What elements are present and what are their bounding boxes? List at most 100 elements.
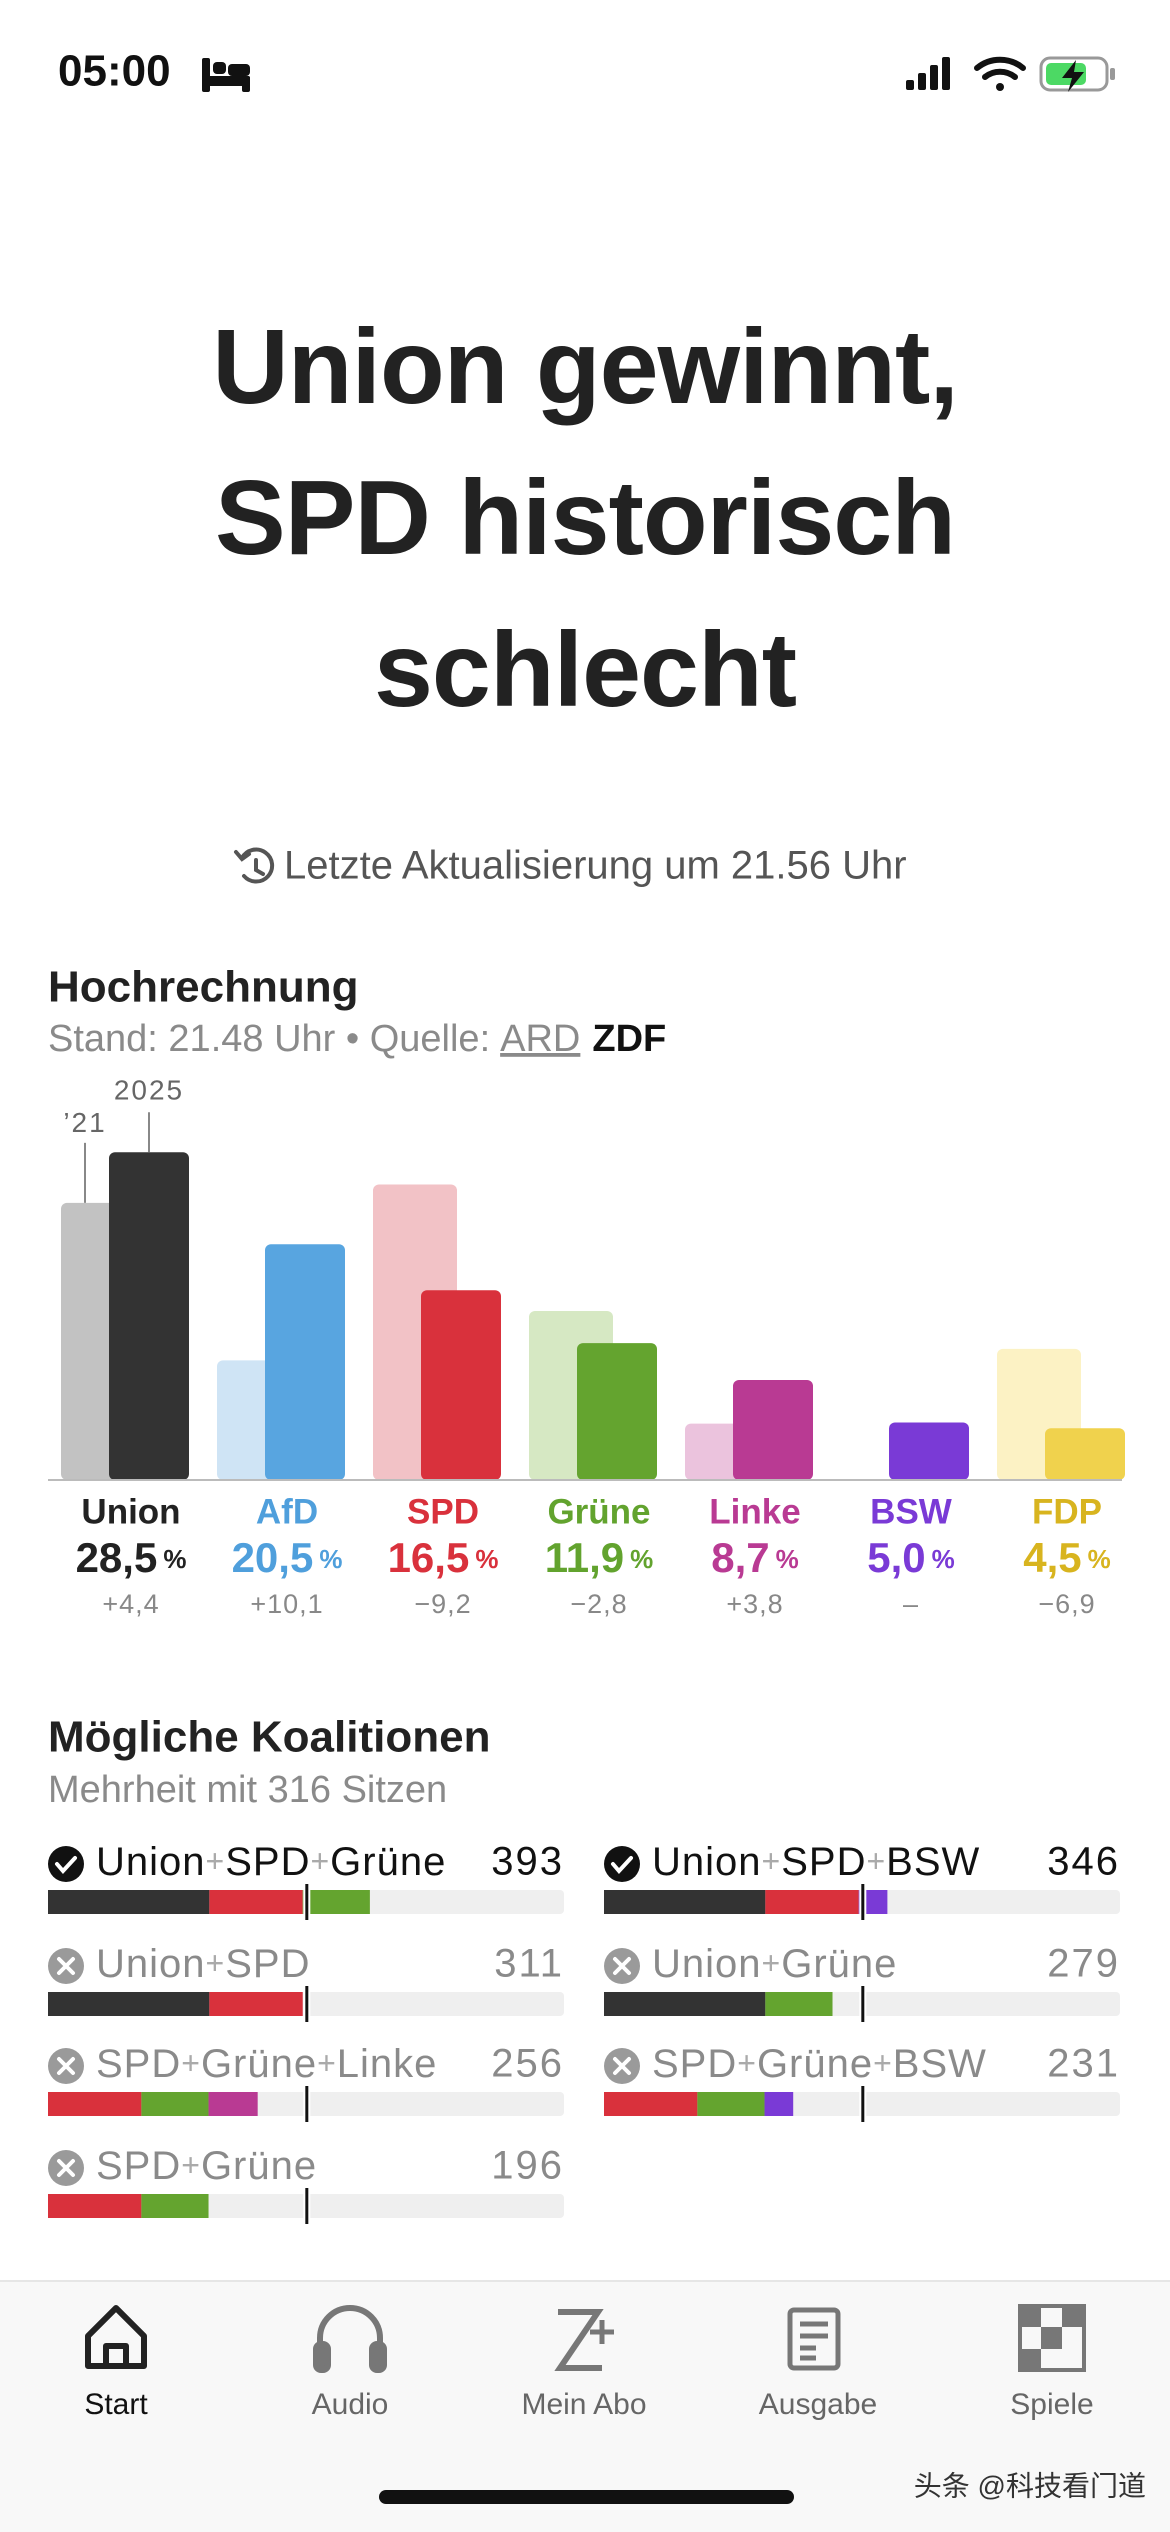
- value-label: 28,5: [76, 1534, 158, 1581]
- check-icon: [604, 1846, 640, 1882]
- separator: +: [206, 1843, 226, 1879]
- coalition-name: Union+SPD: [96, 1942, 310, 1986]
- tab-label[interactable]: Ausgabe: [759, 2388, 877, 2421]
- party-label: Linke: [709, 1492, 800, 1531]
- seat-segment: [604, 1992, 766, 2016]
- check-icon: [48, 1846, 84, 1882]
- series-label: 2025: [114, 1075, 184, 1106]
- seat-segment: [604, 2092, 698, 2116]
- icon-glyph: [57, 2057, 75, 2075]
- bar: [577, 1343, 657, 1480]
- separator: +: [181, 2045, 201, 2081]
- member: SPD: [225, 1840, 310, 1884]
- audio-icon: [313, 2305, 387, 2373]
- vote-share: 20,5%: [232, 1534, 343, 1581]
- cross-icon: [48, 2048, 84, 2084]
- games-icon: [1018, 2304, 1086, 2372]
- icon-glyph: [57, 1957, 75, 1975]
- separator: +: [181, 2147, 201, 2183]
- seat-segment: [48, 2092, 142, 2116]
- value-label: 20,5: [232, 1534, 314, 1581]
- party-label: BSW: [870, 1492, 952, 1531]
- icon-glyph: [613, 2057, 631, 2075]
- seat-segment: [48, 2194, 142, 2218]
- change-label: +10,1: [250, 1589, 323, 1619]
- member: Union: [652, 1942, 762, 1986]
- separator: +: [762, 1843, 782, 1879]
- coalition-name: SPD+Grüne+Linke: [96, 2042, 437, 2086]
- chart-subtitle: Stand: 21.48 Uhr • Quelle: ARD ZDF: [48, 1018, 666, 1060]
- seat-segment: [141, 2194, 209, 2218]
- tabs: Start Audio Mein Abo Ausgabe Spiele: [84, 2388, 1093, 2421]
- seat-segment: [209, 1992, 303, 2016]
- home-indicator: [379, 2490, 794, 2504]
- headline-line: schlecht: [374, 611, 796, 729]
- icon-glyph: [611, 1856, 633, 1875]
- separator: +: [762, 1945, 782, 1981]
- unit: %: [932, 1544, 955, 1574]
- member: Grüne: [757, 2042, 873, 2086]
- coalition-name: SPD+Grüne: [96, 2144, 317, 2188]
- change-label: −6,9: [1038, 1589, 1095, 1619]
- party-label: FDP: [1032, 1492, 1102, 1531]
- member: Linke: [337, 2042, 438, 2086]
- coalition-seats: 393: [491, 1840, 564, 1884]
- tab-label[interactable]: Mein Abo: [521, 2388, 646, 2421]
- coalition-seats: 311: [494, 1942, 564, 1986]
- unit: %: [163, 1544, 186, 1574]
- source-link[interactable]: ARD: [500, 1018, 580, 1060]
- value-label: 16,5: [388, 1534, 470, 1581]
- tab-label[interactable]: Start: [84, 2388, 148, 2421]
- member: Grüne: [781, 1942, 897, 1986]
- icon-circle: [604, 1846, 640, 1882]
- coalition-name: Union+SPD+Grüne: [96, 1840, 446, 1884]
- party-label: AfD: [256, 1492, 318, 1531]
- seat-segment: [209, 1890, 303, 1914]
- chart-title: Hochrechnung: [48, 963, 358, 1012]
- home-icon: [85, 2305, 147, 2369]
- icon-glyph: [55, 1856, 77, 1875]
- member: Grüne: [201, 2144, 317, 2188]
- change-label: +4,4: [102, 1589, 159, 1619]
- member: Grüne: [330, 1840, 446, 1884]
- vote-share: 11,9%: [545, 1534, 654, 1581]
- member: SPD: [652, 2042, 737, 2086]
- separator: +: [737, 2045, 757, 2081]
- unit: %: [475, 1544, 498, 1574]
- wifi-icon: [974, 56, 1026, 91]
- change-label: −2,8: [570, 1589, 627, 1619]
- party-label: Union: [81, 1492, 180, 1531]
- value-label: 5,0: [867, 1534, 925, 1581]
- coalition-name: Union+Grüne: [652, 1942, 897, 1986]
- tab-label[interactable]: Audio: [312, 2388, 389, 2421]
- change-label: +3,8: [726, 1589, 783, 1619]
- seat-segment: [765, 1992, 833, 2016]
- coalition-seats: 231: [1047, 2042, 1120, 2086]
- coalitions-title: Mögliche Koalitionen: [48, 1713, 490, 1762]
- battery-icon: [1039, 56, 1115, 92]
- seat-segment: [764, 2092, 794, 2116]
- unit: %: [776, 1544, 799, 1574]
- source-link[interactable]: ZDF: [592, 1018, 666, 1060]
- party-label: SPD: [407, 1492, 479, 1531]
- history-icon: [234, 847, 275, 884]
- headline-line: Union gewinnt,: [212, 308, 958, 426]
- separator: +: [317, 2045, 337, 2081]
- vote-share: 5,0%: [867, 1534, 955, 1581]
- member: BSW: [893, 2042, 987, 2086]
- headline-line: SPD historisch: [215, 459, 955, 577]
- change-label: −9,2: [414, 1589, 471, 1619]
- bar: [265, 1244, 345, 1480]
- coalitions-subtitle: Mehrheit mit 316 Sitzen: [48, 1769, 447, 1811]
- coalition-seats: 279: [1047, 1942, 1120, 1986]
- status-time: 05:00: [58, 47, 171, 96]
- tab-label[interactable]: Spiele: [1010, 2388, 1093, 2421]
- seat-segment: [697, 2092, 765, 2116]
- seat-segment: [48, 1890, 210, 1914]
- coalitions: Union+SPD+Grüne 393 Union+SPD+BSW 346Union+…: [48, 1840, 1120, 2224]
- unit: %: [319, 1544, 342, 1574]
- cross-icon: [604, 2048, 640, 2084]
- seat-segment: [765, 1890, 859, 1914]
